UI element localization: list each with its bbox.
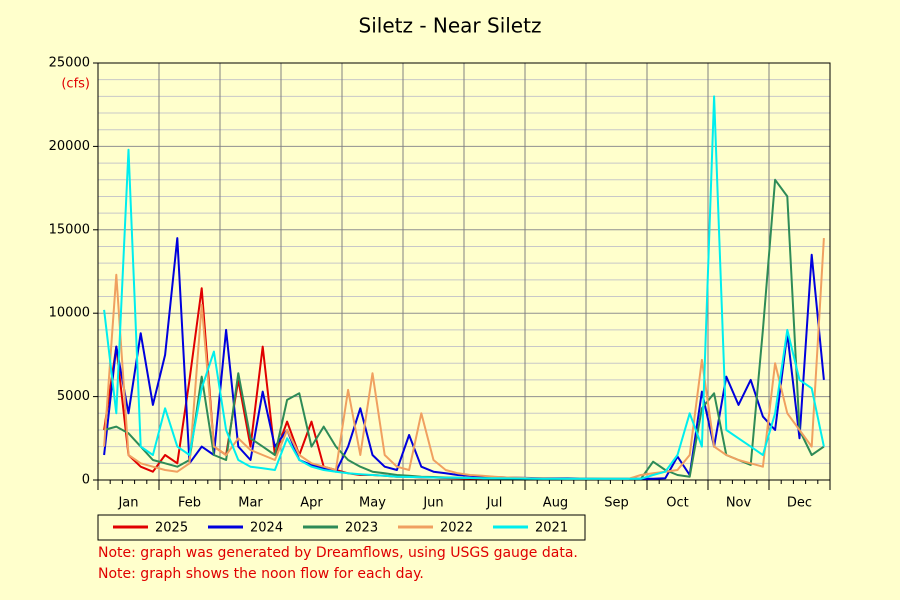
- x-tick-label: Dec: [787, 496, 812, 511]
- y-tick-label: 0: [82, 473, 90, 488]
- y-tick-label: 20000: [49, 139, 90, 154]
- note: Note: graph was generated by Dreamflows,…: [98, 545, 578, 561]
- x-tick-label: Jun: [422, 496, 443, 511]
- x-tick-label: May: [359, 496, 386, 511]
- x-tick-label: Jul: [486, 496, 503, 511]
- x-tick-label: Nov: [726, 496, 752, 511]
- chart-title: Siletz - Near Siletz: [359, 14, 542, 38]
- legend-label: 2025: [155, 521, 188, 536]
- legend-label: 2022: [440, 521, 473, 536]
- x-tick-label: Jan: [117, 496, 138, 511]
- legend-label: 2024: [250, 521, 283, 536]
- legend-label: 2021: [535, 521, 568, 536]
- plot-frame: [97, 62, 831, 481]
- y-unit: (cfs): [61, 77, 90, 92]
- y-tick-label: 5000: [57, 389, 90, 404]
- y-tick-label: 25000: [49, 56, 90, 71]
- legend-label: 2023: [345, 521, 378, 536]
- x-tick-label: Sep: [604, 496, 629, 511]
- note: Note: graph shows the noon flow for each…: [98, 566, 424, 582]
- y-tick-label: 10000: [49, 306, 90, 321]
- series-line: [103, 95, 825, 480]
- x-tick-label: Oct: [666, 496, 688, 511]
- legend-box: [97, 514, 586, 541]
- x-tick-label: Mar: [238, 496, 263, 511]
- x-tick-label: Aug: [543, 496, 568, 511]
- x-tick-label: Feb: [178, 496, 201, 511]
- y-tick-label: 15000: [49, 222, 90, 237]
- x-tick-label: Apr: [300, 496, 323, 511]
